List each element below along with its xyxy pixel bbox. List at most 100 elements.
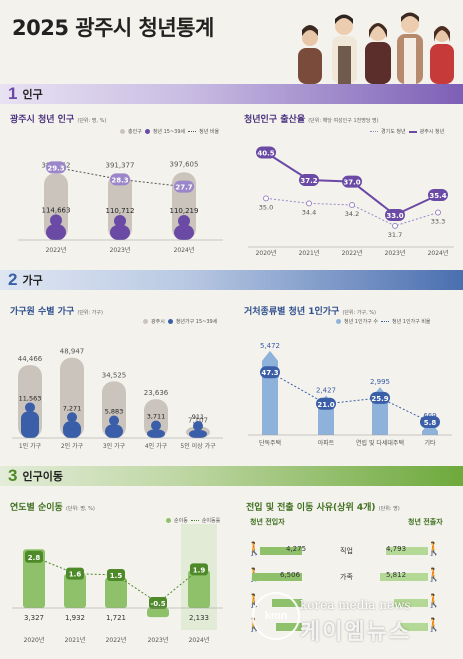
section-header-households: 2 가구 [0, 270, 463, 290]
chart-title-population: 광주시 청년 인구 (단위: 명, %) [10, 115, 107, 125]
ratio-badge [46, 161, 66, 174]
bar-total [60, 357, 84, 438]
label-youth: 114,663 [42, 206, 71, 214]
rate-badge [107, 569, 125, 581]
in-value: 4,275 [286, 545, 307, 553]
rate-badge [149, 597, 167, 609]
tick-label: 2022년 [342, 249, 363, 257]
chart-title-housing: 거처종류별 청년 1인가구 (단위: 가구, %) [244, 307, 376, 317]
tick-label: 2022년 [106, 636, 127, 644]
label-total: 397,605 [170, 160, 199, 168]
label-total: 391,377 [106, 161, 135, 169]
label-total: 44,466 [18, 355, 43, 363]
point [263, 195, 269, 202]
people-illustration [298, 12, 454, 84]
watermark-korean: 케이엠뉴스 [300, 620, 412, 645]
point-badge [342, 175, 362, 188]
page-title: 2025 광주시 청년통계 [12, 16, 214, 40]
watermark-text: korea media news [300, 598, 411, 612]
tick-label: 2023년 [110, 246, 131, 254]
data-label: 37.0 [343, 179, 360, 187]
data-label: 35.4 [429, 192, 446, 200]
bar-youth [46, 224, 66, 240]
out-bar [394, 599, 428, 607]
ratio-badge [110, 173, 130, 186]
data-label: 35.0 [259, 203, 273, 211]
point-badge [428, 189, 448, 201]
tick-label: 2023년 [385, 249, 406, 257]
youth-head [109, 415, 119, 426]
out-value: 4,793 [386, 545, 407, 553]
tick-label: 아파트 [318, 439, 335, 447]
in-value: 6,506 [280, 571, 301, 579]
person-4 [397, 12, 423, 84]
tick-label: 2024년 [174, 246, 195, 254]
tick-label: 4인 가구 [145, 442, 168, 450]
legend-housing: 청년 1인가구 수 청년 1인가구 비율 [336, 318, 431, 325]
label-total: 48,947 [60, 348, 85, 356]
legend-population: 총인구 청년 15~39세 청년 비율 [120, 128, 219, 135]
person-3 [365, 23, 391, 84]
data-label: 37.2 [300, 177, 317, 185]
ratio-badge [174, 180, 194, 193]
out-value: 5,812 [386, 571, 407, 579]
youth-head [151, 420, 161, 431]
chart-title-net-migration: 연도별 순이동 (단위: 명, %) [10, 503, 95, 513]
youth-head [50, 214, 62, 227]
youth-head [178, 215, 190, 228]
label-count: 2,427 [316, 386, 336, 394]
label-ratio: 28.3 [111, 176, 128, 184]
line-gyeonggi [265, 197, 439, 227]
label-net: 2,133 [189, 614, 209, 622]
label-rate: 1.5 [110, 572, 123, 580]
label-rate: 2.8 [28, 554, 41, 562]
point [306, 200, 312, 207]
ratio-badge [420, 416, 440, 429]
label-youth: 911 [192, 413, 204, 421]
migration-row-job: 🚶 4,275 직업 4,793 🚶 [246, 540, 442, 562]
line-ratio [269, 371, 431, 423]
bar-youth [105, 424, 123, 438]
legend-birth: 경기도 청년 광주시 청년 [370, 128, 444, 135]
out-bar [386, 547, 428, 555]
tick-label: 연립 및 다세대주택 [356, 439, 404, 447]
tick-label: 기타 [424, 439, 436, 447]
label-net: 3,327 [24, 614, 44, 622]
tick-label: 2021년 [65, 636, 86, 644]
data-label: 34.4 [302, 208, 316, 216]
label-youth: 5,883 [105, 407, 124, 415]
rate-badge [25, 550, 43, 563]
rate-badge [190, 563, 208, 576]
youth-head [114, 214, 126, 227]
tick-label: 2023년 [148, 636, 169, 644]
label-total: 23,636 [144, 389, 169, 397]
bar-youth [147, 429, 165, 438]
chart-title-households: 가구원 수별 가구 (단위: 가구) [10, 307, 103, 317]
in-bar [252, 573, 302, 581]
bar-count [262, 350, 278, 435]
bar-total [44, 173, 68, 240]
label-ratio: 29.3 [47, 164, 64, 172]
ratio-badge [260, 366, 280, 379]
bar-net [105, 577, 127, 608]
bar-count [422, 421, 438, 435]
bar-youth [63, 421, 81, 438]
tick-label: 2021년 [299, 249, 320, 257]
point-badge [256, 146, 276, 159]
label-count: 2,995 [370, 378, 390, 386]
bar-net [64, 573, 86, 608]
data-label: 34.2 [345, 210, 359, 218]
youth-head [25, 402, 35, 413]
walker-icon: 🚶 [425, 542, 442, 557]
reason-label: 직업 [340, 547, 353, 555]
data-label: 40.5 [257, 150, 274, 158]
label-out-migrants: 청년 전출자 [408, 518, 443, 526]
label-rate: -0.5 [150, 600, 165, 608]
label-youth: 110,219 [170, 207, 199, 215]
tick-label: 2020년 [24, 636, 45, 644]
tick-label: 3인 가구 [103, 442, 126, 450]
chart-birth-rate: 35.0 34.4 34.2 31.7 33.3 40.5 37.2 37.0 33.0 35.4… [248, 146, 454, 257]
label-ratio: 21.0 [317, 401, 334, 409]
point-badge [385, 209, 405, 221]
